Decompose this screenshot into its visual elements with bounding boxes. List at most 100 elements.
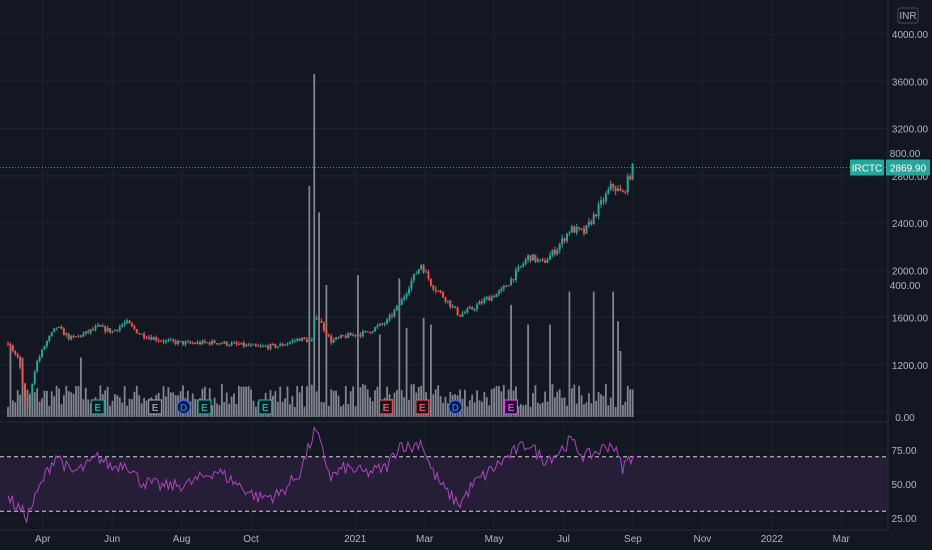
candle: [31, 383, 34, 396]
candle: [281, 342, 284, 347]
candle: [335, 336, 338, 341]
rsi-tick-label: 75.00: [891, 446, 916, 457]
candle: [305, 336, 308, 343]
volume-bar: [398, 278, 401, 417]
candle: [16, 352, 19, 359]
volume-bar: [14, 402, 17, 417]
candle: [339, 334, 342, 339]
earnings-marker: E: [378, 399, 394, 415]
time-tick-label: Mar: [416, 534, 434, 545]
volume-bar: [104, 390, 107, 417]
candle: [240, 342, 243, 345]
candle: [11, 344, 14, 353]
candle: [395, 305, 398, 312]
rsi-tick-label: 25.00: [891, 514, 916, 525]
candle: [391, 312, 394, 319]
volume-bar: [211, 405, 214, 417]
candle: [106, 325, 109, 333]
volume-bar: [75, 386, 77, 417]
candle: [82, 331, 85, 338]
volume-bar: [167, 387, 170, 417]
volume-bar: [366, 389, 369, 417]
candle: [230, 340, 233, 347]
currency-selector[interactable]: INR: [897, 7, 919, 24]
candle: [308, 338, 311, 343]
volume-bar: [31, 391, 34, 417]
candle: [96, 322, 99, 327]
candle: [539, 259, 542, 263]
volume-bar: [332, 390, 335, 417]
candle: [181, 341, 184, 346]
candle: [276, 346, 279, 349]
candle: [145, 335, 148, 340]
candle: [454, 306, 457, 309]
volume-bar: [573, 384, 576, 417]
candle: [490, 294, 493, 302]
volume-tick-label: 400.00: [890, 281, 921, 292]
candle: [194, 341, 197, 345]
volume-bar: [405, 327, 408, 417]
volume-bar: [361, 384, 364, 417]
candle: [483, 296, 486, 305]
volume-bar: [376, 386, 379, 417]
price-axis[interactable]: 4000.00 3600.00 3200.00 2800.00 2400.00 2000.…: [892, 30, 929, 372]
candle: [325, 329, 328, 337]
candle: [371, 330, 374, 334]
volume-bar: [544, 391, 547, 417]
candle: [174, 338, 177, 346]
candle: [381, 322, 384, 326]
svg-text:E: E: [419, 403, 426, 414]
volume-bar: [279, 386, 282, 417]
symbol-label-tag[interactable]: IRCTC: [850, 159, 884, 176]
last-price-tag[interactable]: 2869.90: [886, 159, 930, 176]
price-candles: [7, 163, 634, 410]
candle: [522, 261, 525, 268]
candle: [432, 284, 435, 292]
volume-bar: [77, 386, 80, 417]
volume-bar: [585, 402, 588, 417]
candle: [417, 268, 420, 275]
candle: [514, 267, 517, 283]
candle: [473, 308, 476, 312]
candle: [208, 341, 211, 347]
volume-bar: [111, 400, 114, 417]
candle: [247, 342, 250, 347]
candle: [130, 321, 133, 328]
candle: [500, 286, 503, 294]
volume-bar: [21, 357, 24, 417]
volume-bar: [493, 388, 495, 417]
candle: [228, 343, 231, 347]
candle: [271, 342, 274, 346]
volume-bar: [225, 392, 228, 417]
candle: [254, 343, 257, 348]
volume-bar: [84, 387, 87, 417]
volume-bar: [519, 403, 522, 417]
volume-bar: [359, 387, 362, 417]
time-axis[interactable]: Apr Jun Aug Oct 2021 Mar May Jul Sep Nov 2022 Mar: [35, 534, 851, 545]
volume-bar: [347, 404, 350, 417]
candle: [356, 334, 359, 339]
volume-bar: [488, 405, 491, 417]
svg-text:D: D: [180, 403, 187, 414]
candle: [157, 338, 160, 343]
candle: [92, 327, 95, 331]
volume-bar: [228, 403, 231, 417]
volume-bar: [551, 384, 554, 417]
volume-bar: [123, 386, 126, 417]
candle: [36, 359, 39, 373]
candle: [595, 213, 598, 218]
candle: [619, 184, 622, 192]
price-tick-label: 2000.00: [892, 266, 929, 277]
candle: [128, 320, 131, 324]
price-tick-label: 1600.00: [892, 314, 929, 325]
candle: [43, 345, 46, 350]
candle: [245, 343, 248, 347]
candle: [451, 304, 454, 309]
grid-lines: [0, 0, 889, 531]
volume-bar: [213, 397, 216, 417]
volume-bar: [55, 385, 58, 417]
candle: [269, 343, 272, 351]
candle: [565, 233, 568, 244]
